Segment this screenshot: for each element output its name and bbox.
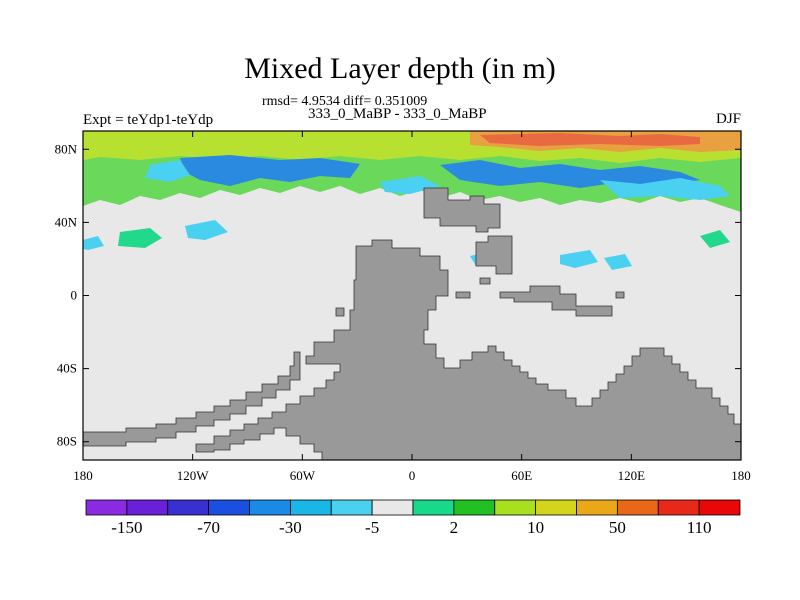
colorbar-swatch xyxy=(535,499,577,516)
colorbar-swatch xyxy=(657,499,700,516)
colorbar-swatch xyxy=(698,499,741,516)
colorbar-label: -30 xyxy=(279,518,302,537)
anomaly-patch-6 xyxy=(83,236,104,250)
x-axis: 180 120W 60W 0 60E 120E 180 xyxy=(73,131,751,483)
colorbar-swatch xyxy=(289,499,332,516)
x-tick-label: 180 xyxy=(731,468,751,483)
y-axis: 80N 40N 0 40S 80S xyxy=(55,141,741,449)
land-south-asia xyxy=(475,235,513,275)
colorbar-label: -70 xyxy=(197,518,220,537)
x-tick-label: 180 xyxy=(73,468,93,483)
stats-text: rmsd= 4.9534 diff= 0.351009 xyxy=(262,94,428,109)
colorbar-label: 50 xyxy=(609,518,626,537)
x-tick-label: 0 xyxy=(409,468,416,483)
y-tick-label: 80N xyxy=(55,141,78,156)
colorbar-swatch xyxy=(412,499,455,516)
colorbar-swatch xyxy=(453,499,496,516)
land-eurasia-north xyxy=(423,187,501,233)
y-tick-label: 80S xyxy=(57,434,77,449)
land-islet-2 xyxy=(479,277,491,285)
colorbar-label: 110 xyxy=(687,518,712,537)
land-islet-1 xyxy=(455,291,471,299)
land-islet-4 xyxy=(615,291,625,299)
colorbar-swatch xyxy=(576,499,618,516)
anomaly-blue-pacific xyxy=(180,155,360,186)
season-label: DJF xyxy=(715,111,741,127)
anomaly-fields xyxy=(83,131,741,270)
y-tick-label: 40N xyxy=(55,214,78,229)
land-southern-coast xyxy=(82,351,301,460)
land-maritime-1 xyxy=(499,285,613,317)
anomaly-arctic-red xyxy=(480,133,700,146)
anomaly-patch-4 xyxy=(604,254,632,270)
colorbar-swatch xyxy=(249,499,291,516)
y-tick-label: 40S xyxy=(57,361,77,376)
experiment-label: Expt = teYdp1-teYdp xyxy=(83,112,214,128)
colorbar-swatch xyxy=(371,499,414,516)
colorbar-swatch xyxy=(494,499,537,516)
colorbar-label: 2 xyxy=(450,518,459,537)
colorbar-label: -150 xyxy=(111,518,142,537)
colorbar-swatch xyxy=(85,499,128,516)
x-tick-label: 120E xyxy=(618,468,646,483)
colorbar-label: 10 xyxy=(527,518,544,537)
anomaly-cyan-atlantic xyxy=(600,178,730,200)
y-tick-label: 0 xyxy=(71,288,78,303)
x-tick-label: 60E xyxy=(511,468,532,483)
x-tick-label: 60W xyxy=(290,468,316,483)
anomaly-patch-3 xyxy=(560,250,598,268)
colorbar-swatch xyxy=(208,499,250,516)
land-mask xyxy=(82,187,742,461)
map-panel xyxy=(82,130,742,461)
anomaly-blue-atlantic xyxy=(440,160,700,188)
anomaly-patch-2 xyxy=(185,220,228,240)
anomaly-patch-1 xyxy=(118,228,162,248)
colorbar-swatch xyxy=(616,499,659,516)
colorbar: -150 -70 -30 -5 2 10 50 110 xyxy=(85,499,741,537)
land-islet-3 xyxy=(335,307,345,317)
colorbar-swatch xyxy=(167,499,210,516)
anomaly-patch-5 xyxy=(700,230,730,248)
anomaly-cyan-pacific xyxy=(145,160,190,182)
plot-title: Mixed Layer depth (in m) xyxy=(244,52,556,85)
colorbar-swatch xyxy=(126,499,169,516)
case-names: 333_0_MaBP - 333_0_MaBP xyxy=(308,106,487,122)
colorbar-swatch xyxy=(330,499,373,516)
land-africa xyxy=(195,239,742,461)
colorbar-label: -5 xyxy=(365,518,379,537)
x-tick-label: 120W xyxy=(177,468,210,483)
